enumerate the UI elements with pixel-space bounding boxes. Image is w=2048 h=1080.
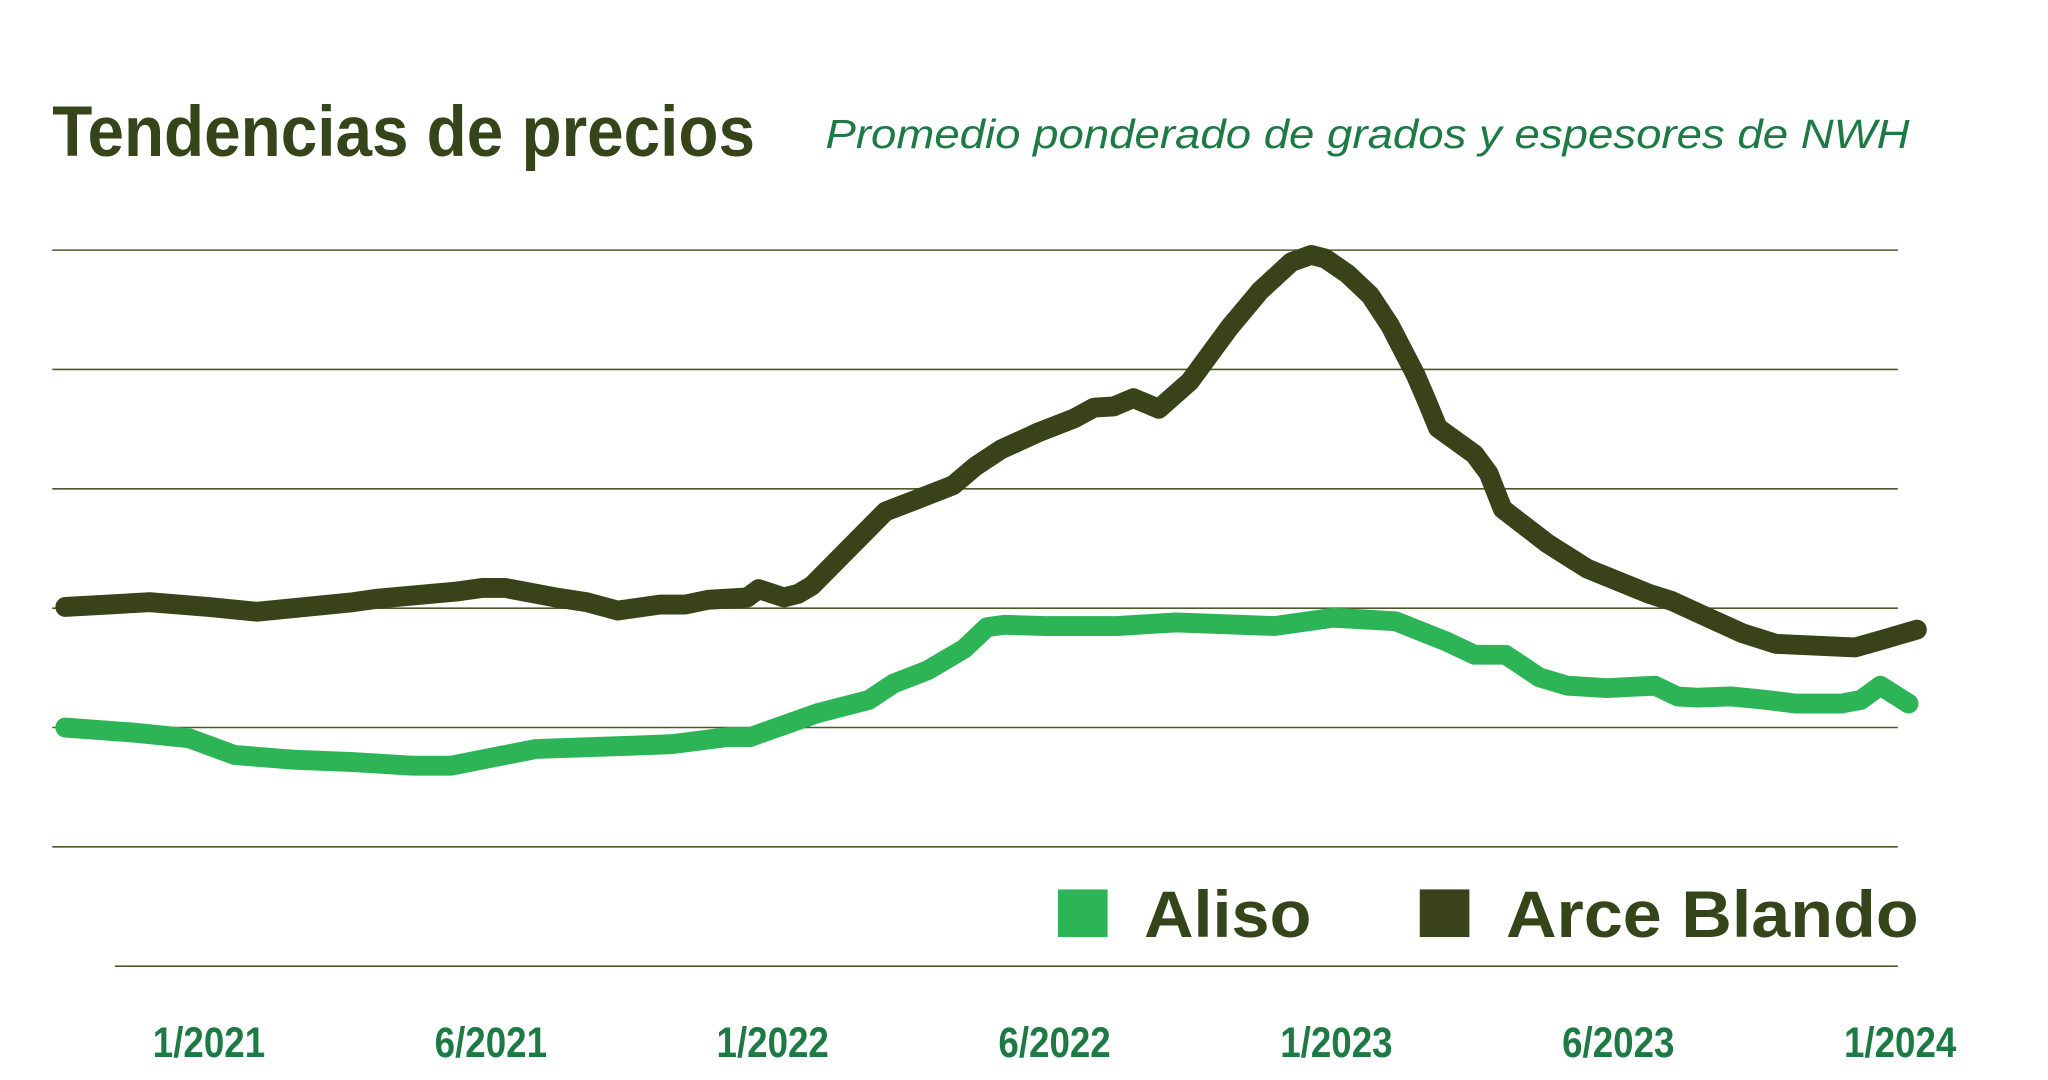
x-tick-label: 6/2023	[1562, 1019, 1674, 1066]
legend-label: Aliso	[1144, 877, 1311, 951]
legend-swatch	[1419, 889, 1470, 938]
series-line	[55, 244, 1927, 658]
chart-title: Tendencias de precios	[52, 93, 755, 173]
x-tick-label: 1/2021	[153, 1019, 265, 1066]
legend-label: Arce Blando	[1506, 877, 1919, 951]
x-tick-label: 1/2024	[1844, 1019, 1957, 1066]
series-line	[55, 607, 1919, 776]
chart-subtitle: Promedio ponderado de grados y espesores…	[825, 111, 1910, 157]
x-tick-label: 1/2022	[717, 1019, 829, 1066]
x-tick-label: 1/2023	[1280, 1019, 1392, 1066]
x-tick-label: 6/2022	[998, 1019, 1110, 1066]
legend-swatch	[1057, 889, 1108, 938]
x-tick-label: 6/2021	[435, 1019, 547, 1066]
